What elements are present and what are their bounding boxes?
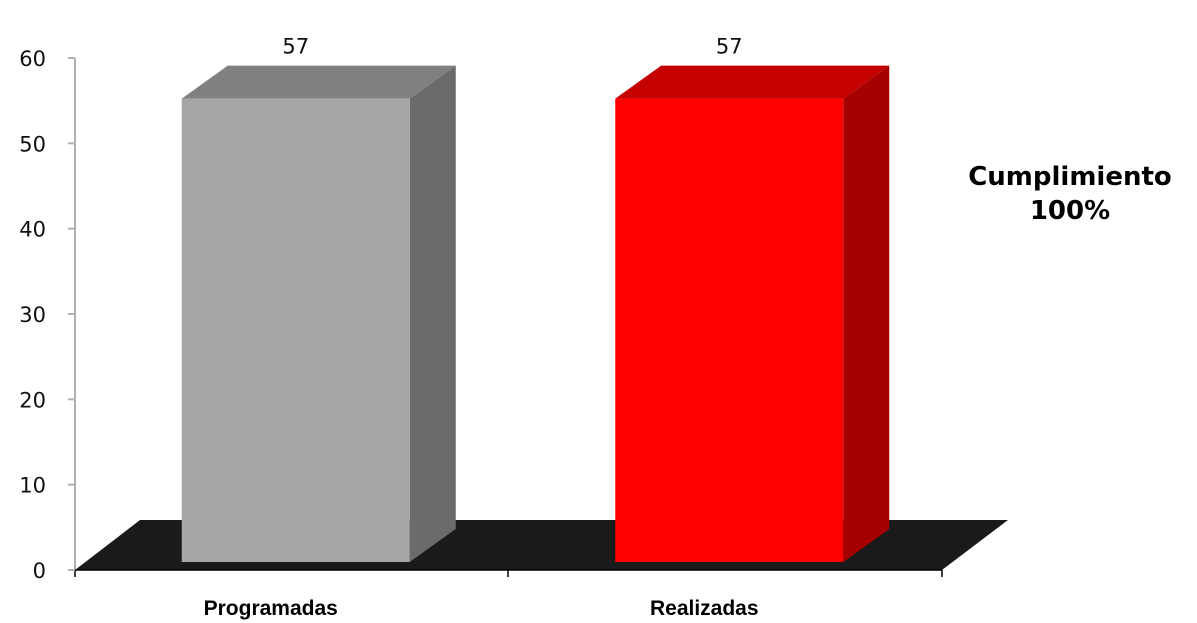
y-tick-label: 40 bbox=[19, 218, 46, 242]
bar-realizadas bbox=[615, 98, 844, 562]
data-label-realizadas: 57 bbox=[716, 35, 743, 59]
annotation-line-2: 100% bbox=[1029, 196, 1111, 226]
category-label-realizadas: Realizadas bbox=[650, 597, 759, 620]
y-tick-label: 20 bbox=[19, 388, 46, 412]
bar-side-programadas bbox=[409, 65, 456, 562]
data-labels: 57 57 bbox=[282, 35, 742, 59]
bar-top-programadas bbox=[181, 65, 456, 99]
data-label-programadas: 57 bbox=[282, 35, 309, 59]
y-tick-label: 30 bbox=[19, 303, 46, 327]
bar-side-realizadas bbox=[843, 65, 890, 562]
y-tick-label: 50 bbox=[19, 132, 46, 156]
y-tick-label: 60 bbox=[19, 47, 46, 71]
y-tick-label: 10 bbox=[19, 474, 46, 498]
bars bbox=[181, 65, 890, 562]
category-label-programadas: Programadas bbox=[204, 597, 338, 620]
compliance-annotation: Cumplimiento 100% bbox=[950, 160, 1190, 228]
category-labels: Programadas Realizadas bbox=[204, 597, 759, 620]
y-axis-ticks: 0 10 20 30 40 50 60 bbox=[19, 47, 75, 583]
annotation-line-1: Cumplimiento bbox=[968, 162, 1172, 192]
y-tick-label: 0 bbox=[33, 559, 46, 583]
bar-programadas bbox=[181, 98, 410, 562]
bar-top-realizadas bbox=[615, 65, 890, 99]
